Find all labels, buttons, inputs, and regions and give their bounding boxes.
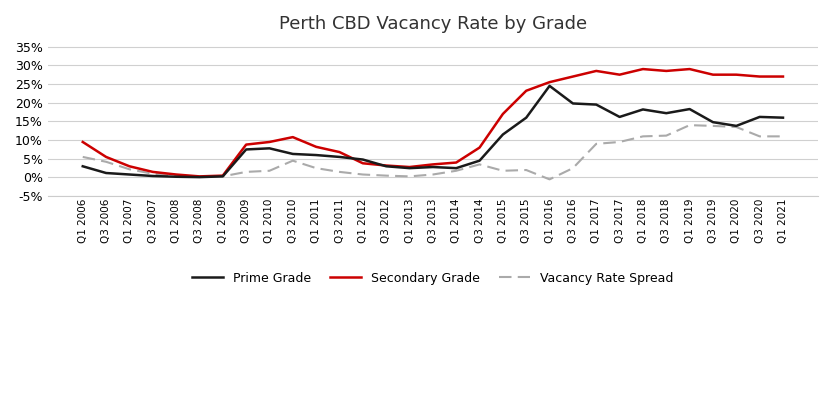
Secondary Grade xyxy=(545,80,555,85)
Vacancy Rate Spread xyxy=(288,158,298,163)
Prime Grade xyxy=(241,147,251,152)
Secondary Grade xyxy=(124,164,134,169)
Secondary Grade xyxy=(335,150,345,155)
Vacancy Rate Spread xyxy=(731,125,741,130)
Vacancy Rate Spread xyxy=(708,123,718,128)
Prime Grade xyxy=(147,173,157,178)
Vacancy Rate Spread xyxy=(147,171,157,176)
Secondary Grade xyxy=(591,68,601,73)
Vacancy Rate Spread xyxy=(171,173,181,178)
Line: Secondary Grade: Secondary Grade xyxy=(82,69,783,176)
Vacancy Rate Spread xyxy=(498,168,508,173)
Vacancy Rate Spread xyxy=(545,177,555,182)
Secondary Grade xyxy=(451,160,461,165)
Vacancy Rate Spread xyxy=(241,169,251,174)
Secondary Grade xyxy=(358,161,368,166)
Vacancy Rate Spread xyxy=(638,134,648,139)
Title: Perth CBD Vacancy Rate by Grade: Perth CBD Vacancy Rate by Grade xyxy=(279,15,587,33)
Prime Grade xyxy=(101,171,111,176)
Prime Grade xyxy=(685,107,695,112)
Prime Grade xyxy=(638,107,648,112)
Secondary Grade xyxy=(615,72,625,77)
Secondary Grade xyxy=(288,135,298,140)
Vacancy Rate Spread xyxy=(568,166,578,171)
Prime Grade xyxy=(428,165,438,170)
Prime Grade xyxy=(171,174,181,179)
Secondary Grade xyxy=(755,74,765,79)
Secondary Grade xyxy=(101,154,111,159)
Prime Grade xyxy=(405,166,415,171)
Line: Vacancy Rate Spread: Vacancy Rate Spread xyxy=(82,125,783,179)
Prime Grade xyxy=(545,83,555,88)
Secondary Grade xyxy=(685,67,695,72)
Vacancy Rate Spread xyxy=(755,134,765,139)
Secondary Grade xyxy=(521,88,531,93)
Prime Grade xyxy=(194,175,204,180)
Secondary Grade xyxy=(428,162,438,167)
Prime Grade xyxy=(778,115,788,120)
Prime Grade xyxy=(312,153,322,158)
Secondary Grade xyxy=(265,139,275,144)
Prime Grade xyxy=(124,172,134,177)
Secondary Grade xyxy=(731,72,741,77)
Secondary Grade xyxy=(405,165,415,170)
Prime Grade xyxy=(217,174,227,179)
Vacancy Rate Spread xyxy=(382,173,392,178)
Prime Grade xyxy=(451,166,461,171)
Prime Grade xyxy=(755,114,765,119)
Secondary Grade xyxy=(475,145,485,150)
Line: Prime Grade: Prime Grade xyxy=(82,86,783,177)
Secondary Grade xyxy=(382,163,392,168)
Secondary Grade xyxy=(77,139,87,144)
Secondary Grade xyxy=(241,142,251,147)
Vacancy Rate Spread xyxy=(217,174,227,179)
Vacancy Rate Spread xyxy=(451,168,461,173)
Vacancy Rate Spread xyxy=(194,174,204,179)
Vacancy Rate Spread xyxy=(591,141,601,146)
Vacancy Rate Spread xyxy=(312,166,322,171)
Vacancy Rate Spread xyxy=(124,167,134,172)
Vacancy Rate Spread xyxy=(521,168,531,173)
Prime Grade xyxy=(661,111,671,116)
Prime Grade xyxy=(288,151,298,156)
Prime Grade xyxy=(335,154,345,159)
Prime Grade xyxy=(265,146,275,151)
Vacancy Rate Spread xyxy=(661,133,671,138)
Vacancy Rate Spread xyxy=(405,174,415,179)
Secondary Grade xyxy=(312,144,322,149)
Vacancy Rate Spread xyxy=(101,159,111,164)
Vacancy Rate Spread xyxy=(685,123,695,128)
Prime Grade xyxy=(615,114,625,119)
Secondary Grade xyxy=(217,173,227,178)
Prime Grade xyxy=(568,101,578,106)
Vacancy Rate Spread xyxy=(265,168,275,173)
Prime Grade xyxy=(358,157,368,162)
Legend: Prime Grade, Secondary Grade, Vacancy Rate Spread: Prime Grade, Secondary Grade, Vacancy Ra… xyxy=(187,267,679,290)
Prime Grade xyxy=(591,102,601,107)
Prime Grade xyxy=(708,120,718,125)
Secondary Grade xyxy=(708,72,718,77)
Secondary Grade xyxy=(171,172,181,177)
Vacancy Rate Spread xyxy=(475,162,485,167)
Vacancy Rate Spread xyxy=(335,169,345,174)
Vacancy Rate Spread xyxy=(778,134,788,139)
Prime Grade xyxy=(521,115,531,120)
Secondary Grade xyxy=(194,174,204,179)
Prime Grade xyxy=(475,158,485,163)
Secondary Grade xyxy=(638,67,648,72)
Secondary Grade xyxy=(498,111,508,116)
Vacancy Rate Spread xyxy=(77,154,87,159)
Prime Grade xyxy=(731,123,741,128)
Secondary Grade xyxy=(147,169,157,174)
Secondary Grade xyxy=(778,74,788,79)
Vacancy Rate Spread xyxy=(428,172,438,177)
Secondary Grade xyxy=(661,68,671,73)
Secondary Grade xyxy=(568,74,578,79)
Prime Grade xyxy=(382,164,392,169)
Prime Grade xyxy=(77,164,87,169)
Vacancy Rate Spread xyxy=(615,139,625,144)
Prime Grade xyxy=(498,132,508,137)
Vacancy Rate Spread xyxy=(358,172,368,177)
